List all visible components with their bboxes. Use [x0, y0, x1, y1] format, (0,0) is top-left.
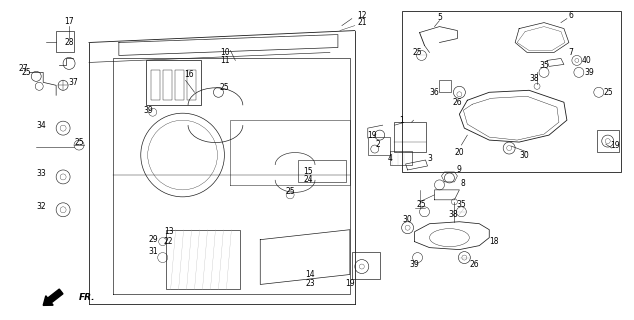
Text: 4: 4: [387, 154, 392, 163]
Bar: [146, 60, 200, 105]
Text: 35: 35: [456, 200, 466, 209]
Text: 39: 39: [410, 260, 420, 269]
Text: 40: 40: [582, 56, 592, 65]
FancyArrow shape: [43, 289, 63, 305]
Text: 30: 30: [403, 215, 413, 224]
Text: 24: 24: [303, 175, 313, 184]
Text: 35: 35: [539, 61, 549, 70]
Bar: [186, 70, 195, 100]
Text: 25: 25: [413, 48, 422, 57]
Text: 21: 21: [357, 18, 366, 27]
Text: 30: 30: [519, 150, 529, 160]
Text: 10: 10: [221, 48, 230, 57]
Text: 11: 11: [221, 56, 230, 65]
Text: 19: 19: [610, 140, 619, 149]
Text: 20: 20: [455, 148, 464, 156]
Bar: [390, 151, 411, 165]
Text: 17: 17: [64, 17, 74, 26]
Text: 19: 19: [367, 131, 377, 140]
Text: 25: 25: [417, 200, 426, 209]
Bar: [165, 230, 240, 289]
Text: FR.: FR.: [79, 293, 96, 302]
Bar: [394, 122, 425, 152]
Text: 26: 26: [453, 98, 462, 107]
Text: 15: 15: [303, 167, 313, 176]
Text: 39: 39: [584, 68, 593, 77]
Text: 25: 25: [604, 88, 614, 97]
Text: 2: 2: [375, 140, 380, 148]
Bar: [368, 137, 390, 155]
Text: 7: 7: [569, 48, 573, 57]
Text: 38: 38: [449, 210, 458, 219]
Bar: [151, 70, 160, 100]
Text: 36: 36: [430, 88, 439, 97]
Text: 18: 18: [489, 237, 499, 246]
Text: 37: 37: [68, 78, 78, 87]
Bar: [352, 252, 380, 279]
Bar: [174, 70, 184, 100]
Bar: [597, 130, 619, 152]
Text: 34: 34: [36, 121, 46, 130]
Text: 26: 26: [470, 260, 479, 269]
Text: 1: 1: [399, 116, 404, 125]
Text: 29: 29: [149, 235, 158, 244]
Bar: [439, 80, 451, 92]
Text: 39: 39: [144, 106, 153, 115]
Text: 23: 23: [305, 279, 315, 288]
Text: 22: 22: [164, 237, 173, 246]
Text: 32: 32: [36, 202, 46, 211]
Bar: [163, 70, 172, 100]
Text: 19: 19: [345, 279, 354, 288]
Bar: [401, 11, 621, 172]
Text: 16: 16: [184, 70, 193, 79]
Text: 14: 14: [305, 270, 315, 279]
Text: 8: 8: [461, 180, 466, 188]
Text: 33: 33: [36, 169, 46, 179]
Text: 31: 31: [149, 247, 158, 256]
Text: 25: 25: [74, 138, 84, 147]
Text: 12: 12: [357, 11, 366, 20]
Text: 5: 5: [437, 13, 442, 22]
Text: 3: 3: [427, 154, 432, 163]
Text: 25: 25: [219, 83, 230, 92]
Text: 27: 27: [18, 64, 28, 73]
Text: 25: 25: [22, 68, 31, 77]
Text: 38: 38: [529, 74, 539, 83]
Text: 28: 28: [64, 38, 74, 47]
Bar: [298, 160, 346, 182]
Text: 13: 13: [164, 227, 174, 236]
Bar: [56, 31, 74, 52]
Text: 25: 25: [285, 188, 295, 196]
Text: 9: 9: [457, 165, 462, 174]
Text: 6: 6: [569, 11, 573, 20]
